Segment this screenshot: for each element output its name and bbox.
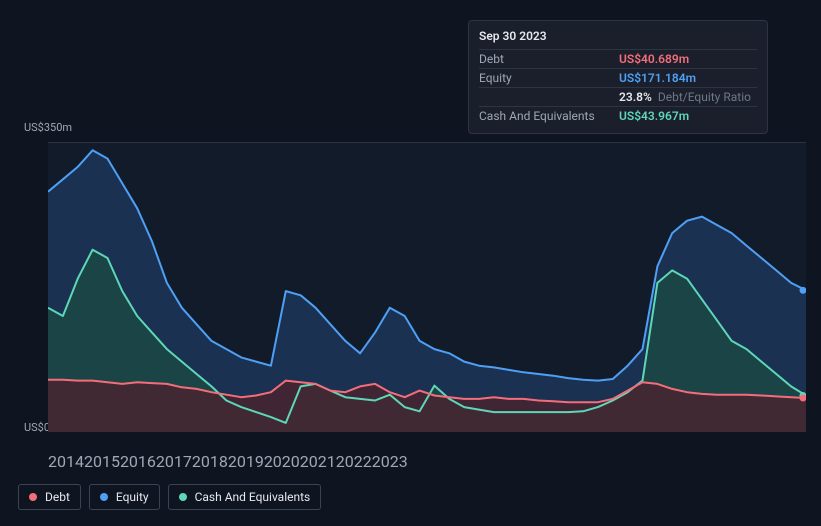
tooltip-row-label: Debt [479, 52, 619, 66]
tooltip-row-value: 23.8% [619, 90, 652, 104]
x-axis-label: 2021 [300, 452, 336, 471]
tooltip-row-label: Equity [479, 71, 619, 85]
x-axis-label: 2017 [156, 452, 192, 471]
legend-swatch [29, 493, 37, 501]
tooltip-row-value: US$171.184m [619, 71, 696, 85]
legend-label: Cash And Equivalents [195, 490, 311, 504]
x-axis-label: 2016 [120, 452, 156, 471]
x-axis-label: 2023 [372, 452, 408, 471]
x-axis-label: 2015 [84, 452, 120, 471]
legend-item-debt[interactable]: Debt [18, 484, 81, 510]
chart-tooltip: Sep 30 2023 DebtUS$40.689mEquityUS$171.1… [468, 20, 768, 134]
x-axis-label: 2020 [264, 452, 300, 471]
tooltip-row-label [479, 90, 619, 104]
y-axis-label: US$350m [24, 121, 72, 134]
x-axis-label: 2018 [192, 452, 228, 471]
tooltip-row-value: US$40.689m [619, 52, 689, 66]
tooltip-row-value: US$43.967m [619, 109, 689, 123]
chart-legend: Debt Equity Cash And Equivalents [18, 484, 321, 510]
tooltip-row: EquityUS$171.184m [479, 68, 757, 87]
tooltip-row: Cash And EquivalentsUS$43.967m [479, 106, 757, 125]
tooltip-date: Sep 30 2023 [479, 29, 757, 43]
x-axis-label: 2019 [228, 452, 264, 471]
legend-swatch [179, 493, 187, 501]
x-axis-label: 2014 [48, 452, 84, 471]
y-axis-label: US$0 [24, 421, 50, 434]
tooltip-row: 23.8% Debt/Equity Ratio [479, 87, 757, 106]
legend-label: Equity [116, 490, 149, 504]
legend-item-cash-and-equivalents[interactable]: Cash And Equivalents [168, 484, 322, 510]
tooltip-row-label: Cash And Equivalents [479, 109, 619, 123]
legend-item-equity[interactable]: Equity [89, 484, 160, 510]
tooltip-row-extra: Debt/Equity Ratio [658, 90, 751, 104]
chart-plot [48, 142, 806, 432]
tooltip-row: DebtUS$40.689m [479, 49, 757, 68]
x-axis-label: 2022 [336, 452, 372, 471]
legend-label: Debt [45, 490, 70, 504]
legend-swatch [100, 493, 108, 501]
